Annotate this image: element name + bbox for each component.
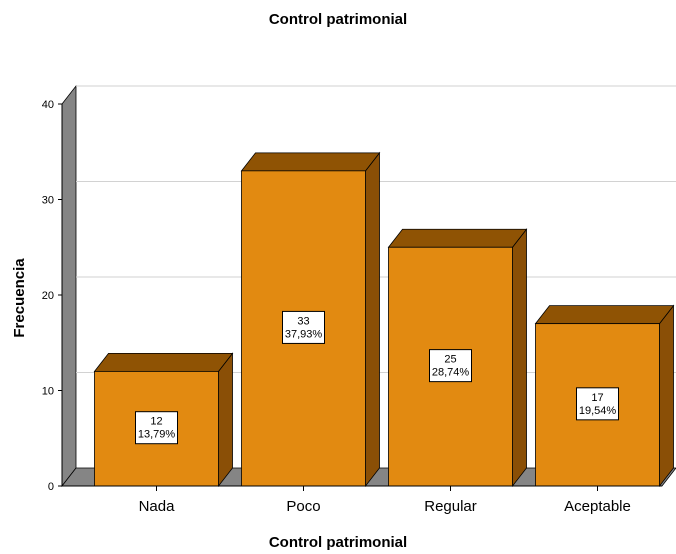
bar-top (240, 152, 381, 172)
bar-side (512, 228, 527, 488)
bar-top (93, 352, 234, 372)
data-label-box (576, 387, 619, 421)
y-tick-label: 0 (48, 481, 54, 493)
y-axis-ticks: 0 10 20 30 40 (42, 99, 63, 493)
data-label-box (135, 411, 178, 445)
bar-top (534, 305, 675, 325)
x-tick-label: Nada (139, 498, 176, 515)
y-tick-label: 30 (42, 195, 54, 207)
data-label-percent: 13,79% (138, 429, 176, 441)
data-label-percent: 19,54% (579, 405, 617, 417)
bar (93, 352, 234, 488)
x-tick-label: Regular (424, 498, 477, 515)
bar-side (365, 151, 380, 488)
data-label-box (282, 310, 325, 344)
data-label-count: 33 (297, 315, 309, 327)
data-label-percent: 37,93% (285, 328, 323, 340)
x-axis-ticks: Nada Poco Regular Aceptable (62, 485, 662, 515)
y-axis-title: Frecuencia (11, 258, 28, 338)
x-tick-label: Poco (286, 498, 320, 515)
data-label-box (429, 349, 472, 383)
bar-side (218, 352, 233, 488)
y-tick-label: 20 (42, 290, 54, 302)
chart-title: Control patrimonial (269, 11, 407, 28)
data-label-count: 25 (444, 354, 456, 366)
bar-side (659, 304, 674, 488)
y-tick-label: 10 (42, 386, 54, 398)
bar-top (387, 228, 528, 248)
bars (93, 151, 675, 488)
left-wall (61, 84, 77, 488)
x-axis-title: Control patrimonial (269, 534, 407, 551)
data-label-count: 12 (150, 416, 162, 428)
x-tick-label: Aceptable (564, 498, 631, 515)
y-tick-label: 40 (42, 99, 54, 111)
data-label-percent: 28,74% (432, 367, 470, 379)
data-label-count: 17 (591, 392, 603, 404)
